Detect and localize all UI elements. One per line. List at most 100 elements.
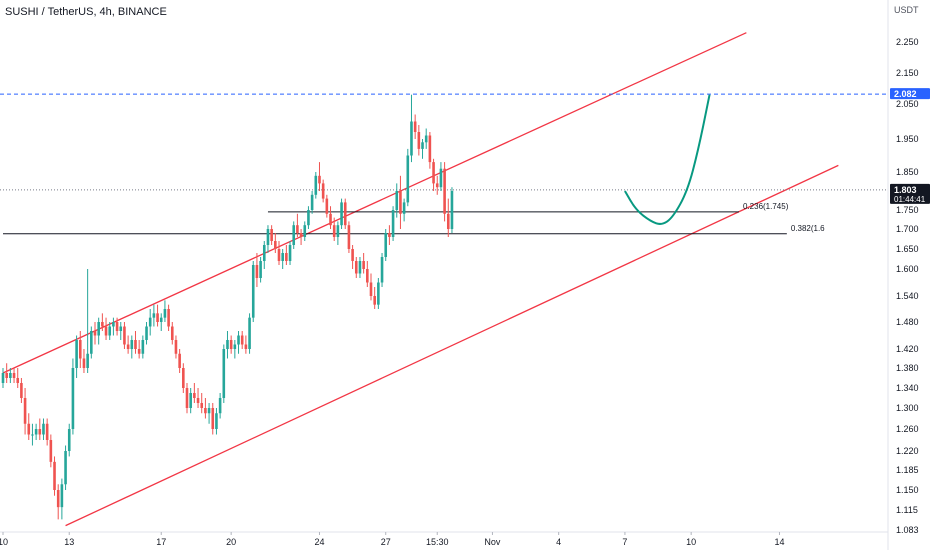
candle-body [112, 322, 115, 327]
candle-body [200, 403, 204, 408]
candle-body [288, 245, 292, 261]
candle-body [45, 423, 49, 440]
candle-body [38, 429, 42, 435]
candle-body [104, 326, 108, 336]
candle-body [167, 309, 170, 327]
candle-body [126, 344, 130, 349]
candle-body [251, 265, 255, 318]
y-tick-label: 1.600 [896, 264, 919, 274]
x-tick-label: 10 [686, 537, 696, 547]
candle-body [292, 225, 296, 245]
candle-body [196, 398, 200, 403]
y-tick-label: 1.150 [896, 485, 919, 495]
candle-body [178, 353, 181, 368]
candle-body [240, 335, 244, 345]
y-tick-label: 1.260 [896, 424, 919, 434]
current-price-tag [890, 183, 930, 204]
candle-body [90, 331, 93, 354]
y-tick-label: 1.083 [896, 525, 919, 535]
channel-lines [2, 32, 839, 527]
candle-body [204, 408, 207, 414]
resistance-price-tag-text: 2.082 [894, 89, 917, 99]
candle-body [285, 253, 288, 261]
candle-body [108, 326, 112, 336]
y-tick-label: 1.950 [896, 134, 919, 144]
candle-body [130, 340, 134, 349]
price-axis[interactable]: 2.250 2.150 2.050 1.950 1.850 1.750 1.700 1.650… [896, 37, 919, 535]
x-tick-label: 17 [156, 537, 166, 547]
candle-body [299, 233, 303, 237]
time-axis[interactable]: 10 13 17 20 24 27 15:30 Nov 4 7 10 14 [0, 532, 784, 547]
candle-body [211, 408, 215, 429]
candle-body [402, 202, 406, 214]
candle-body [432, 162, 435, 184]
candle-body [343, 202, 347, 226]
candle-body [5, 373, 8, 378]
grid-layer [0, 0, 889, 550]
y-tick-label: 2.150 [896, 68, 919, 78]
candle-body [137, 349, 141, 354]
candle-body [446, 213, 450, 229]
projection-path [624, 94, 711, 225]
candle-body [12, 373, 16, 378]
candle-body [377, 282, 380, 305]
candle-body [215, 413, 218, 429]
candle-body [351, 249, 354, 261]
candle-body [226, 340, 229, 349]
y-tick-label: 1.750 [896, 205, 919, 215]
candle-body [406, 155, 410, 203]
candle-body [27, 423, 31, 435]
candle-body [274, 241, 277, 249]
candle-body [23, 398, 27, 424]
candle-body [185, 388, 189, 408]
candle-body [60, 484, 64, 508]
projection-curve [624, 94, 711, 225]
candle-body [318, 175, 321, 184]
candle-body [134, 340, 137, 349]
candle-body [193, 393, 196, 398]
candle-body [222, 349, 226, 398]
y-tick-label: 1.380 [896, 363, 919, 373]
x-tick-label: 4 [556, 537, 561, 547]
candle-body [148, 317, 152, 327]
candle-body [189, 393, 192, 408]
candle-body [67, 429, 71, 451]
fib-label-0: 0.236(1.745) [743, 202, 789, 211]
candles [1, 94, 454, 520]
y-tick-label: 1.115 [896, 505, 918, 515]
candle-body [34, 429, 38, 435]
y-tick-label: 1.220 [896, 446, 919, 456]
candle-body [435, 183, 439, 188]
candle-body [399, 191, 402, 214]
candle-body [303, 225, 307, 237]
candle-body [159, 317, 163, 322]
channel-upper-line [2, 32, 747, 374]
candle-body [262, 245, 266, 261]
x-tick-label: 27 [381, 537, 391, 547]
y-tick-label: 2.050 [896, 99, 919, 109]
candle-body [428, 135, 432, 163]
candle-body [332, 225, 336, 237]
x-tick-label: 14 [774, 537, 784, 547]
candle-body [307, 210, 310, 226]
candle-body [388, 233, 391, 237]
candle-body [42, 423, 45, 435]
fib-label-1: 0.382(1.6 [791, 224, 825, 233]
candle-body [156, 313, 159, 322]
candle-body [75, 340, 78, 368]
y-tick-label: 2.250 [896, 37, 919, 47]
candle-body [244, 344, 248, 349]
candle-body [270, 229, 273, 241]
candle-body [233, 344, 237, 349]
candle-body [347, 225, 351, 249]
candle-body [248, 317, 251, 349]
candle-body [340, 202, 343, 226]
y-tick-label: 1.650 [896, 244, 919, 254]
candle-body [145, 326, 148, 340]
candle-body [395, 191, 399, 210]
x-tick-label: 24 [314, 537, 324, 547]
candle-body [362, 261, 365, 269]
candle-body [49, 440, 53, 462]
candle-body [53, 461, 56, 490]
